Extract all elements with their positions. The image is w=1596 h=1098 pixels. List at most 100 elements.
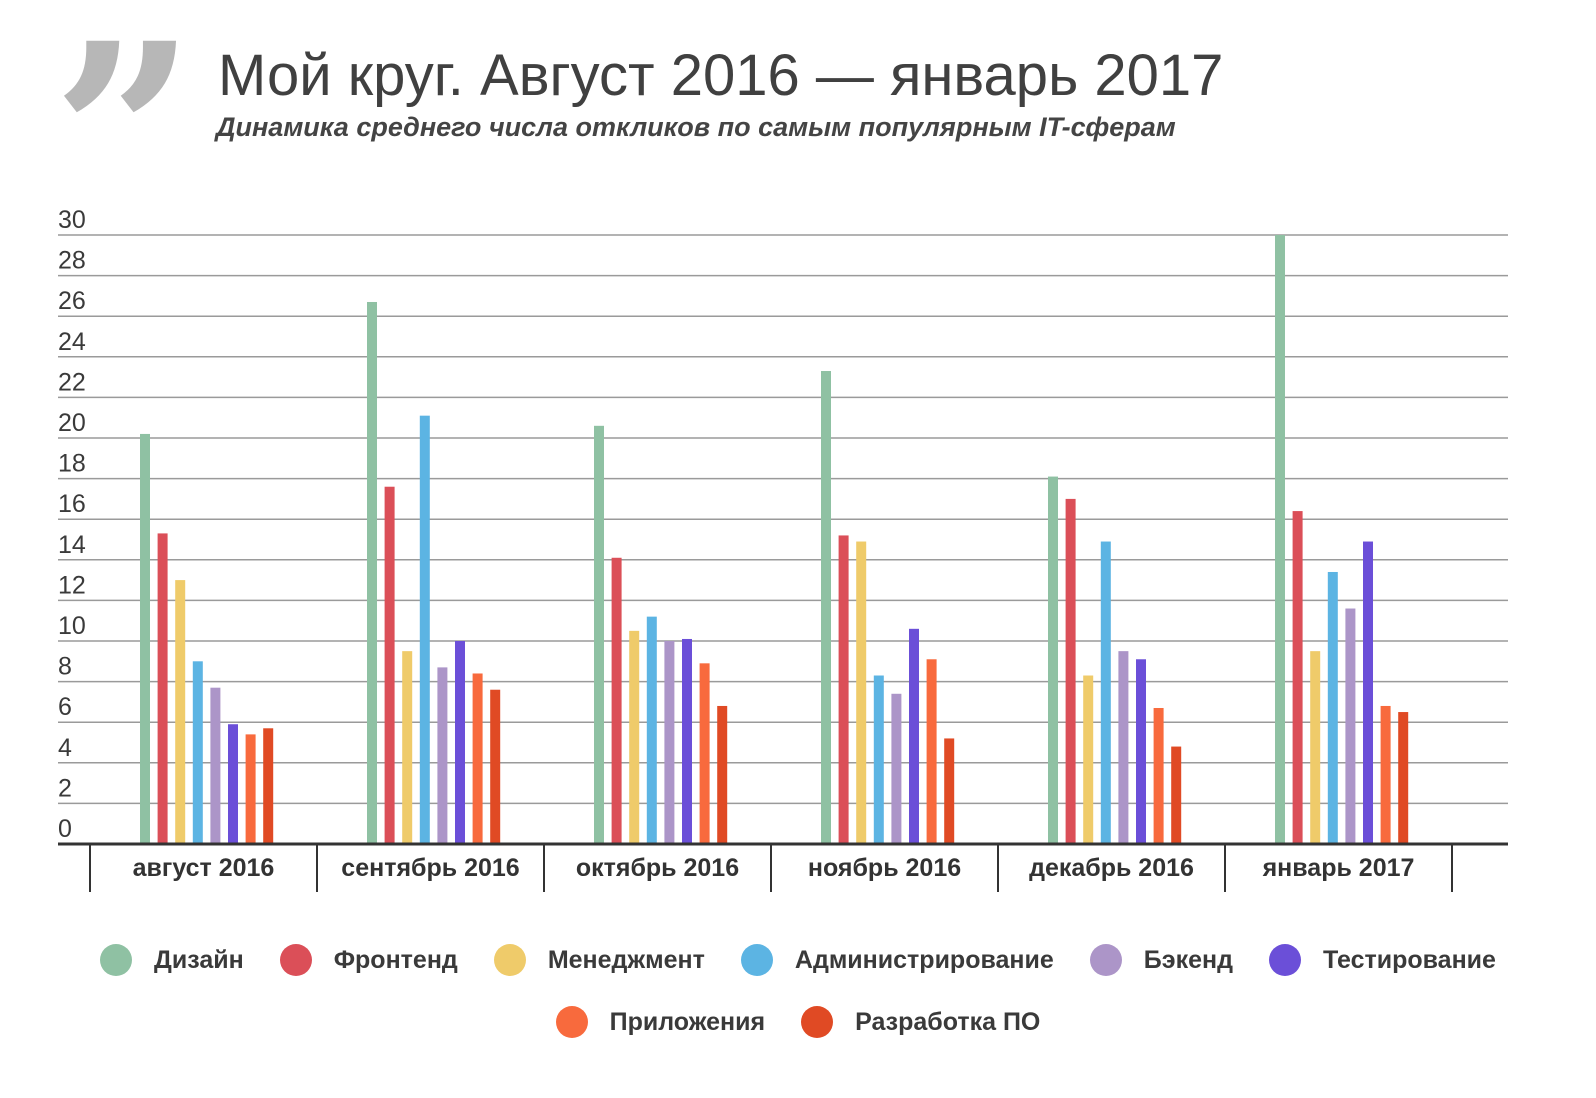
bar-7-3	[699, 663, 710, 844]
y-tick-label: 16	[58, 490, 86, 518]
legend-row: Приложения Разработка ПО	[0, 994, 1596, 1050]
legend-item: Администрирование	[740, 944, 1054, 976]
chart-subtitle: Динамика среднего числа откликов по самы…	[216, 112, 1176, 142]
bar-5-4	[891, 693, 902, 844]
legend-label: Приложения	[609, 1007, 766, 1036]
y-tick-label: 4	[58, 734, 72, 762]
legend-item: Приложения	[555, 1006, 766, 1038]
bar-8-5	[1171, 746, 1182, 844]
legend-item: Тестирование	[1268, 944, 1496, 976]
bar-4-6	[1327, 571, 1338, 844]
legend-label: Дизайн	[154, 945, 244, 974]
bar-1-6	[1275, 235, 1285, 844]
bar-2-6	[1292, 511, 1303, 844]
bar-8-6	[1398, 712, 1409, 844]
x-tick-label: октябрь 2016	[576, 854, 739, 882]
legend-item: Фронтенд	[279, 944, 458, 976]
legend-swatch-icon	[1268, 944, 1301, 976]
legend-label: Бэкенд	[1143, 945, 1233, 974]
legend-swatch-icon	[1089, 944, 1122, 976]
y-tick-label: 22	[58, 368, 86, 396]
bar-7-4	[926, 659, 937, 844]
bar-1-4	[821, 371, 831, 844]
bar-6-1	[228, 724, 238, 844]
bar-5-6	[1345, 608, 1356, 844]
bars	[140, 235, 1409, 844]
y-tick-label: 0	[58, 815, 72, 843]
bar-6-2	[455, 641, 465, 844]
bar-6-6	[1363, 541, 1373, 844]
bar-3-2	[402, 651, 413, 844]
bar-3-1	[175, 580, 186, 844]
legend-item: Разработка ПО	[801, 1006, 1040, 1038]
legend-row: Дизайн Фронтенд Менеджмент Администрировани…	[0, 932, 1596, 988]
bar-4-3	[646, 616, 657, 844]
y-tick-label: 8	[58, 653, 72, 681]
bar-4-1	[192, 661, 203, 844]
legend-label: Менеджмент	[547, 945, 705, 974]
bar-7-2	[472, 673, 483, 844]
bar-5-2	[437, 667, 448, 844]
y-tick-label: 6	[58, 693, 72, 721]
y-tick-label: 18	[58, 450, 86, 478]
grid-lines	[58, 234, 1508, 805]
bar-4-4	[873, 675, 884, 844]
bar-3-4	[856, 541, 867, 844]
bar-3-3	[629, 630, 640, 844]
bar-2-3	[611, 557, 622, 844]
x-tick-label: январь 2017	[1262, 854, 1415, 882]
y-tick-label: 28	[58, 247, 86, 275]
y-tick-label: 10	[58, 612, 86, 640]
legend-item: Бэкенд	[1089, 944, 1233, 976]
bar-6-3	[682, 638, 692, 844]
chart-title: Мой круг. Август 2016 — январь 2017	[218, 43, 1224, 108]
bar-8-1	[263, 728, 274, 844]
bar-6-5	[1136, 659, 1146, 844]
legend-swatch-icon	[100, 944, 133, 976]
y-tick-label: 30	[58, 206, 86, 234]
bar-5-1	[210, 687, 221, 844]
bar-7-6	[1380, 705, 1391, 844]
legend-swatch-icon	[801, 1006, 834, 1038]
bar-3-5	[1083, 675, 1094, 844]
x-tick-label: ноябрь 2016	[808, 854, 961, 882]
bar-4-2	[419, 415, 430, 844]
bar-1-2	[367, 301, 377, 844]
bar-1-3	[594, 425, 604, 844]
x-tick-label: август 2016	[133, 854, 275, 882]
quote-mark-icon: ”	[52, 0, 196, 282]
x-tick-label: сентябрь 2016	[341, 854, 519, 882]
legend-label: Администрирование	[794, 945, 1054, 974]
bar-5-3	[664, 641, 675, 844]
legend-swatch-icon	[555, 1006, 588, 1038]
y-tick-label: 2	[58, 774, 72, 802]
bar-7-5	[1153, 707, 1164, 844]
x-axis: август 2016 сентябрь 2016 октябрь 2016 нояб…	[58, 842, 1508, 892]
y-tick-label: 26	[58, 287, 86, 315]
bar-7-1	[245, 734, 256, 844]
bar-2-5	[1065, 498, 1076, 844]
bar-3-6	[1310, 651, 1321, 844]
x-tick-label: декабрь 2016	[1029, 854, 1194, 882]
bar-2-4	[838, 535, 849, 844]
bar-8-4	[944, 738, 955, 844]
bar-4-5	[1100, 541, 1111, 844]
bar-8-2	[490, 689, 501, 844]
y-tick-label: 14	[58, 531, 86, 559]
legend: Дизайн Фронтенд Менеджмент Администрировани…	[0, 932, 1596, 1056]
legend-item: Менеджмент	[493, 944, 705, 976]
bar-2-1	[157, 533, 168, 844]
y-tick-label: 20	[58, 409, 86, 437]
bar-6-4	[909, 628, 919, 844]
legend-label: Разработка ПО	[855, 1007, 1041, 1036]
legend-swatch-icon	[740, 944, 773, 976]
legend-item: Дизайн	[100, 944, 244, 976]
y-tick-label: 12	[58, 571, 86, 599]
bar-5-5	[1118, 651, 1129, 844]
legend-swatch-icon	[279, 944, 312, 976]
bar-8-3	[717, 705, 728, 844]
legend-label: Фронтенд	[333, 945, 458, 974]
y-tick-label: 24	[58, 328, 86, 356]
